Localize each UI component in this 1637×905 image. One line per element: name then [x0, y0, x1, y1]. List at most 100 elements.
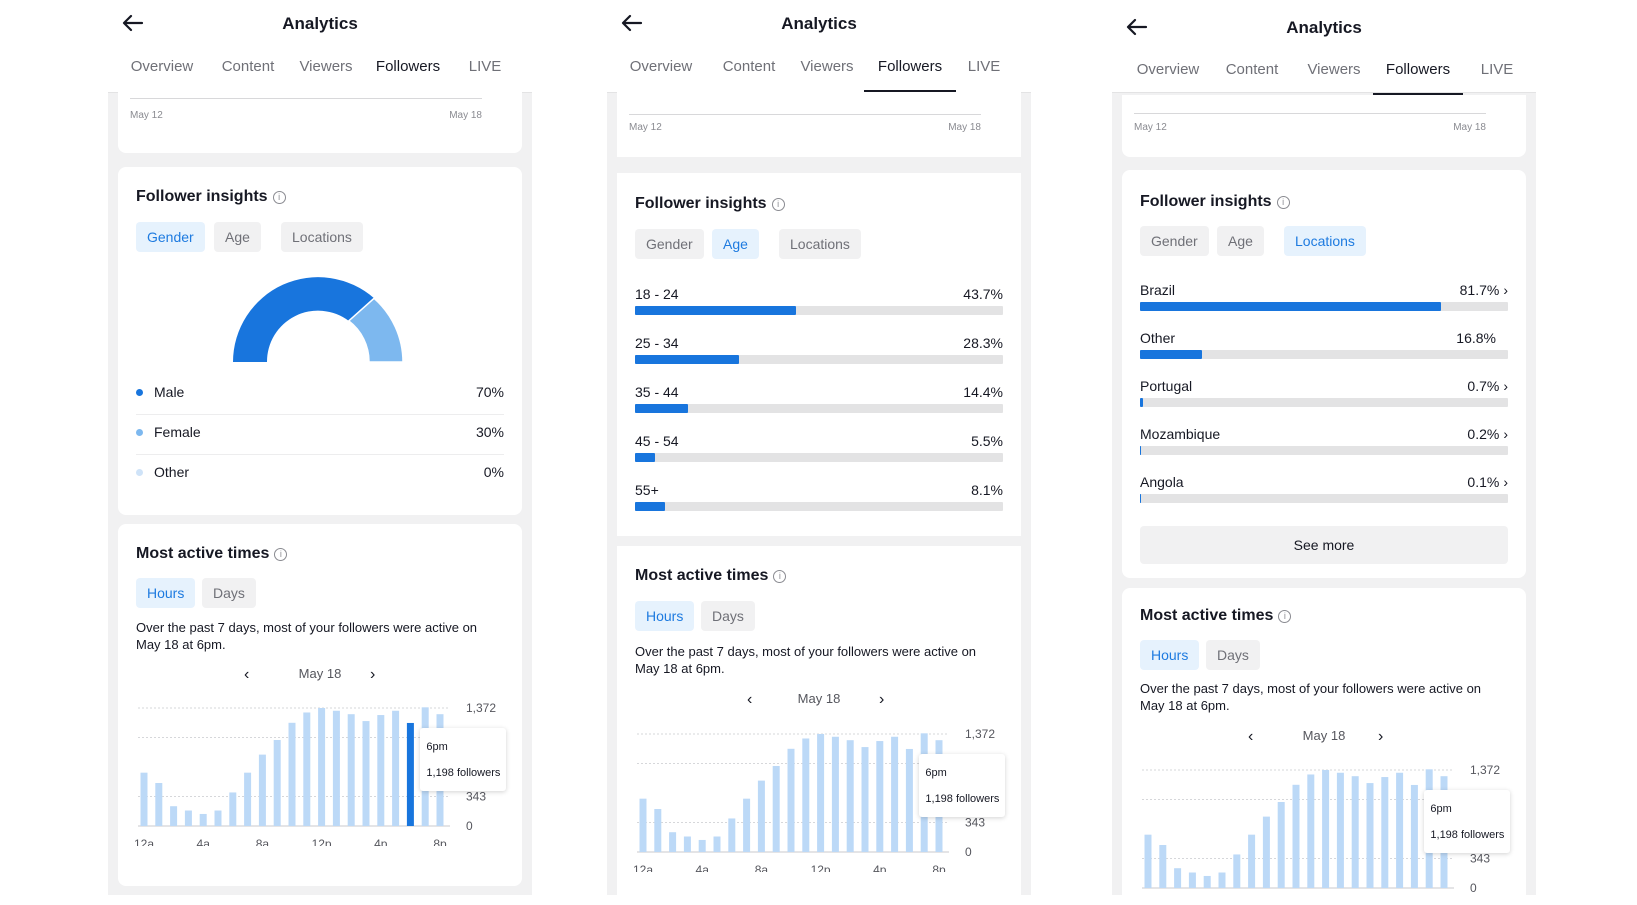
- bar-2p: [846, 740, 854, 852]
- next-day-icon[interactable]: ›: [879, 691, 885, 708]
- bar-1p: [831, 736, 839, 852]
- follower-insights-card: Follower insights i Gender Age Locations …: [118, 167, 522, 515]
- age-row-18-24: 18 - 24 43.7%: [635, 286, 1003, 332]
- active-tab-indicator: [864, 90, 956, 92]
- progress-track: [1140, 350, 1508, 359]
- info-icon[interactable]: i: [274, 548, 288, 561]
- bar-7a: [244, 772, 252, 826]
- tab-live[interactable]: LIVE: [468, 58, 502, 75]
- current-date: May 18: [797, 691, 841, 706]
- filter-gender[interactable]: Gender: [1140, 226, 1209, 256]
- tab-viewers[interactable]: Viewers: [1307, 61, 1361, 78]
- back-arrow-icon[interactable]: [118, 8, 148, 38]
- start-date: May 12: [130, 110, 163, 121]
- filter-age[interactable]: Age: [1217, 226, 1264, 256]
- back-arrow-icon[interactable]: [617, 8, 647, 38]
- chevron-right-icon[interactable]: ›: [1503, 426, 1508, 442]
- filter-gender[interactable]: Gender: [635, 229, 704, 259]
- location-row-brazil[interactable]: Brazil 81.7% ›: [1140, 282, 1508, 328]
- previous-day-icon[interactable]: ‹: [747, 691, 753, 708]
- location-row-angola[interactable]: Angola 0.1% ›: [1140, 474, 1508, 520]
- filter-locations[interactable]: Locations: [1284, 226, 1366, 256]
- location-row-portugal[interactable]: Portugal 0.7% ›: [1140, 378, 1508, 424]
- section-title: Most active times i: [1140, 607, 1292, 625]
- filter-days[interactable]: Days: [202, 578, 256, 608]
- header: Analytics Overview Content Viewers Follo…: [607, 0, 1031, 93]
- tab-followers[interactable]: Followers: [1385, 61, 1451, 78]
- progress-track: [1140, 302, 1508, 311]
- see-more-button[interactable]: See more: [1140, 526, 1508, 564]
- info-icon[interactable]: i: [1278, 610, 1292, 623]
- tab-overview[interactable]: Overview: [130, 58, 194, 75]
- bar-11a: [802, 738, 810, 852]
- trend-card: May 12 May 18: [617, 92, 1021, 157]
- previous-day-icon[interactable]: ‹: [244, 666, 250, 683]
- bar-8a: [1262, 816, 1270, 888]
- y-tick-label: 1,372: [1470, 763, 1500, 777]
- filter-locations[interactable]: Locations: [281, 222, 363, 252]
- y-tick-label: 343: [1470, 852, 1490, 866]
- bar-7a: [743, 798, 751, 852]
- tooltip-time: 6pm: [426, 741, 448, 753]
- tooltip-time: 6pm: [925, 767, 947, 779]
- age-row-55-plus: 55+ 8.1%: [635, 482, 1003, 528]
- legend-row-other: Other 0%: [136, 456, 504, 494]
- info-icon[interactable]: i: [1276, 196, 1290, 209]
- tab-viewers[interactable]: Viewers: [800, 58, 854, 75]
- chevron-right-icon[interactable]: ›: [1503, 378, 1508, 394]
- bar-5a: [214, 810, 222, 826]
- tab-live[interactable]: LIVE: [1480, 61, 1514, 78]
- section-title: Most active times i: [635, 567, 787, 585]
- filter-hours[interactable]: Hours: [635, 601, 695, 631]
- progress-fill: [1140, 302, 1441, 311]
- bar-6p: [406, 722, 414, 826]
- bar-5a: [1218, 872, 1226, 888]
- legend-row-female: Female 30%: [136, 416, 504, 455]
- next-day-icon[interactable]: ›: [370, 666, 376, 683]
- next-day-icon[interactable]: ›: [1378, 728, 1384, 745]
- filter-age[interactable]: Age: [712, 229, 759, 259]
- info-icon[interactable]: i: [272, 191, 286, 204]
- bar-12a: [1144, 834, 1152, 888]
- date-navigator: ‹ May 18 ›: [118, 666, 522, 686]
- filter-days[interactable]: Days: [1206, 640, 1260, 670]
- filter-locations[interactable]: Locations: [779, 229, 861, 259]
- bar-10a: [288, 722, 296, 826]
- filter-hours[interactable]: Hours: [136, 578, 196, 608]
- age-row-25-34: 25 - 34 28.3%: [635, 335, 1003, 381]
- legend-row-male: Male 70%: [136, 376, 504, 415]
- tab-overview[interactable]: Overview: [1136, 61, 1200, 78]
- chevron-right-icon[interactable]: ›: [1503, 474, 1508, 490]
- bar-2p: [347, 714, 355, 826]
- back-arrow-icon[interactable]: [1122, 12, 1152, 42]
- date-navigator: ‹ May 18 ›: [1122, 728, 1526, 748]
- tab-content[interactable]: Content: [1225, 61, 1279, 78]
- trend-card: May 12 May 18: [1122, 95, 1526, 157]
- most-active-times-card: Most active times i Hours Days Over the p…: [118, 524, 522, 886]
- tab-viewers[interactable]: Viewers: [299, 58, 353, 75]
- tab-live[interactable]: LIVE: [967, 58, 1001, 75]
- tab-content[interactable]: Content: [722, 58, 776, 75]
- bar-10a: [1292, 784, 1300, 888]
- filter-gender[interactable]: Gender: [136, 222, 205, 252]
- current-date: May 18: [1302, 728, 1346, 743]
- page-title: Analytics: [781, 14, 857, 33]
- bar-5p: [392, 710, 400, 826]
- info-icon[interactable]: i: [773, 570, 787, 583]
- location-row-mozambique[interactable]: Mozambique 0.2% ›: [1140, 426, 1508, 472]
- filter-days[interactable]: Days: [701, 601, 755, 631]
- chart-baseline: [130, 98, 482, 99]
- tab-followers[interactable]: Followers: [375, 58, 441, 75]
- tab-content[interactable]: Content: [221, 58, 275, 75]
- phone-screen-locations: Analytics Overview Content Viewers Follo…: [1112, 0, 1536, 895]
- filter-hours[interactable]: Hours: [1140, 640, 1200, 670]
- info-icon[interactable]: i: [771, 198, 785, 211]
- chevron-right-icon[interactable]: ›: [1503, 282, 1508, 298]
- previous-day-icon[interactable]: ‹: [1248, 728, 1254, 745]
- bar-12p: [1322, 770, 1330, 888]
- filter-age[interactable]: Age: [214, 222, 261, 252]
- progress-track: [635, 306, 1003, 315]
- tab-followers[interactable]: Followers: [877, 58, 943, 75]
- tab-overview[interactable]: Overview: [629, 58, 693, 75]
